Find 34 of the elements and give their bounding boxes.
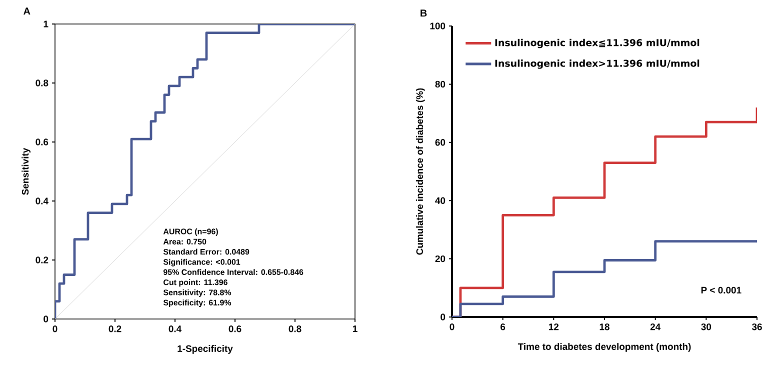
x-tick-label: 18: [600, 324, 610, 330]
y-tick-label: 0.4: [36, 198, 48, 204]
y-tick-label: 0.8: [36, 80, 48, 86]
y-axis-title: Cumulative incidence of diabetes (%): [416, 88, 425, 255]
y-tick-label: 1: [44, 20, 48, 28]
y-tick-label: 0: [440, 314, 446, 320]
y-tick-label: 40: [435, 197, 446, 204]
y-tick-label: 0: [44, 316, 48, 322]
x-tick-label: 0.8: [288, 326, 302, 332]
chart-title: A: [24, 8, 30, 14]
y-tick-label: 80: [435, 80, 446, 88]
y-tick-label: 100: [430, 22, 446, 30]
x-axis-title: 1-Specificity: [178, 345, 233, 354]
x-tick-label: 0.2: [108, 326, 122, 332]
chart-title: B: [420, 10, 427, 16]
legend-label: Insulinogenic index>11.396 mIU/mmol: [495, 60, 700, 69]
x-tick-label: 24: [650, 324, 661, 330]
x-tick-label: 12: [549, 324, 559, 330]
y-tick-label: 0.6: [36, 138, 48, 146]
x-axis-title: Time to diabetes development (month): [518, 343, 691, 352]
x-tick-label: 6: [500, 324, 506, 330]
x-tick-label: 1: [352, 326, 358, 332]
y-tick-label: 60: [435, 139, 446, 146]
x-tick-label: 0.4: [168, 326, 182, 332]
y-tick-label: 0.2: [36, 256, 48, 264]
x-tick-label: 30: [701, 324, 712, 330]
legend-label: Insulinogenic index≦11.396 mIU/mmol: [495, 38, 700, 48]
x-tick-label: 0: [52, 326, 58, 332]
x-tick-label: 0: [450, 324, 454, 330]
x-tick-label: 0.6: [228, 326, 242, 332]
y-axis-title: Sensitivity: [22, 148, 30, 195]
x-tick-label: 36: [752, 324, 762, 330]
y-tick-label: 20: [435, 255, 446, 262]
annotation: P < 0.001: [701, 286, 742, 294]
